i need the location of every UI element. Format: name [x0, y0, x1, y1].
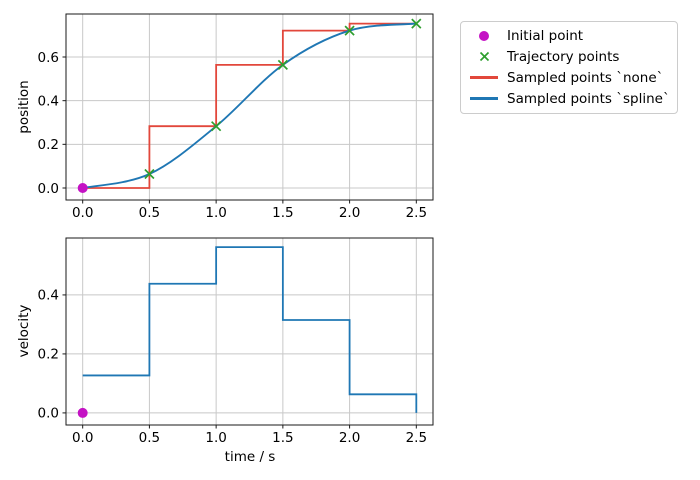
x-tick-label: 2.5	[406, 430, 427, 446]
x-tick-label: 1.0	[205, 205, 226, 221]
y-tick-label: 0.0	[38, 406, 59, 422]
legend-key	[469, 30, 499, 41]
y-tick-label: 0.0	[38, 181, 59, 197]
axes-frame	[65, 13, 434, 201]
y-tick-label: 0.6	[38, 50, 59, 66]
x-tick-label: 2.5	[406, 205, 427, 221]
marker-initial-point	[77, 407, 88, 418]
marker-trajectory-points	[344, 25, 355, 36]
series-sampled-points-none	[82, 22, 417, 189]
x-tick-label: 0.5	[139, 430, 160, 446]
x-axis-label-time: time / s	[224, 449, 276, 465]
y-tick-label: 0.2	[38, 137, 59, 153]
y-axis-label-position: position	[16, 80, 32, 134]
legend: Initial point Trajectory points Sampled …	[460, 21, 678, 114]
y-axis-label-velocity: velocity	[16, 304, 32, 358]
initial-point-marker-icon	[479, 30, 489, 41]
x-tick-label: 0.0	[72, 205, 93, 221]
legend-entry-sampled-spline: Sampled points `spline`	[469, 88, 670, 109]
legend-key	[469, 51, 499, 62]
marker-trajectory-points	[411, 18, 422, 29]
red-line-icon	[470, 76, 498, 79]
marker-initial-point	[77, 182, 88, 193]
x-tick-label: 0.0	[72, 430, 93, 446]
y-tick-label: 0.2	[38, 347, 59, 363]
marker-trajectory-points	[211, 121, 222, 132]
legend-label: Sampled points `spline`	[507, 90, 670, 107]
series-sampled-points-spline	[82, 246, 418, 413]
legend-label: Trajectory points	[507, 48, 620, 65]
y-tick-label: 0.4	[38, 288, 59, 304]
legend-entry-sampled-none: Sampled points `none`	[469, 67, 669, 88]
legend-label: Sampled points `none`	[507, 69, 664, 86]
blue-line-icon	[470, 97, 498, 100]
x-tick-label: 2.0	[339, 205, 360, 221]
legend-entry-initial-point: Initial point	[469, 25, 669, 46]
legend-key	[469, 97, 499, 100]
legend-key	[469, 76, 499, 79]
x-tick-label: 1.5	[272, 430, 293, 446]
x-tick-label: 1.0	[205, 430, 226, 446]
x-marker-icon	[479, 51, 489, 62]
series-sampled-points-spline	[82, 22, 417, 189]
marker-trajectory-points	[277, 59, 288, 70]
axes-frame	[65, 237, 434, 426]
x-tick-label: 2.0	[339, 430, 360, 446]
y-tick-label: 0.4	[38, 93, 59, 109]
x-tick-label: 1.5	[272, 205, 293, 221]
marker-trajectory-points	[144, 168, 155, 180]
legend-label: Initial point	[507, 27, 584, 44]
x-tick-label: 0.5	[139, 205, 160, 221]
legend-entry-trajectory-points: Trajectory points	[469, 46, 669, 67]
